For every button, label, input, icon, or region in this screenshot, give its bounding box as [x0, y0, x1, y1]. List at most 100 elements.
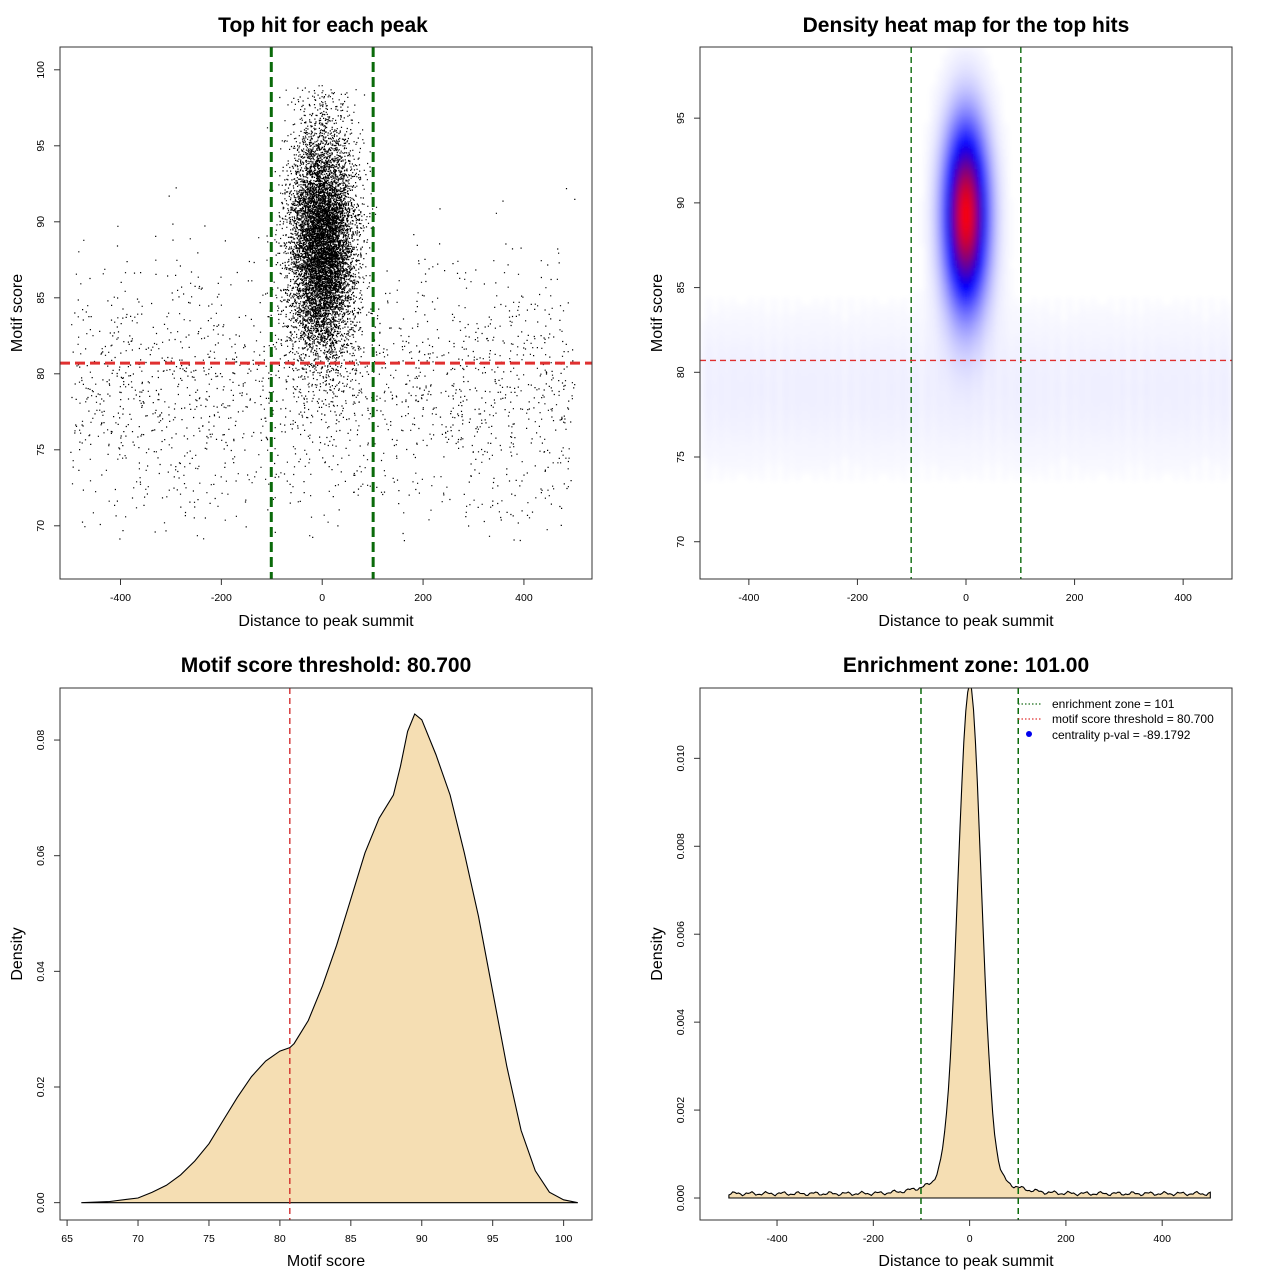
heatmap-cell [971, 404, 979, 413]
heatmap-cell [1190, 313, 1198, 322]
heatmap-cell [1202, 381, 1209, 390]
heatmap-cell [1036, 351, 1044, 360]
heatmap-cell [1001, 275, 1008, 284]
heatmap-cell [765, 335, 772, 344]
heatmap-cell [942, 282, 949, 291]
heatmap-cell [723, 373, 731, 382]
heatmap-cell [889, 434, 896, 443]
heatmap-cell [971, 427, 979, 436]
heatmap-cell [977, 320, 985, 329]
heatmap-cell [830, 396, 837, 405]
heatmap-cell [853, 427, 861, 436]
heatmap-cell [1196, 343, 1204, 352]
heatmap-cell [1107, 465, 1115, 474]
heatmap-cell [1101, 396, 1109, 405]
heatmap-cell [1178, 457, 1186, 466]
heatmap-cell [800, 457, 807, 466]
heatmap-cell [924, 282, 932, 291]
heatmap-cell [1166, 404, 1174, 413]
heatmap-cell [1125, 457, 1133, 466]
heatmap-cell [983, 62, 991, 71]
heatmap-cell [1220, 449, 1227, 458]
heatmap-cell [942, 366, 949, 375]
heatmap-cell [895, 434, 902, 443]
heatmap-cell [912, 297, 920, 306]
heatmap-cell [729, 419, 737, 428]
heatmap-cell [1025, 366, 1032, 375]
heatmap-cell [960, 457, 967, 466]
heatmap-cell [735, 343, 742, 352]
heatmap-cell [918, 427, 926, 436]
heatmap-cell [942, 358, 949, 367]
heatmap-cell [1042, 313, 1050, 322]
heatmap-cell [700, 373, 707, 382]
heatmap-cell [924, 472, 932, 481]
heatmap-cell [966, 389, 973, 398]
heatmap-cell [841, 373, 849, 382]
heatmap-cell [971, 237, 979, 246]
heatmap-cell [895, 373, 902, 382]
heatmap-cell [1090, 396, 1097, 405]
heatmap-cell [1054, 419, 1062, 428]
heatmap-cell [995, 214, 1003, 223]
heatmap-cell [989, 92, 997, 101]
heatmap-cell [717, 396, 725, 405]
heatmap-cell [711, 419, 719, 428]
heatmap-cell [800, 305, 807, 314]
heatmap-cell [1137, 320, 1144, 329]
heatmap-cell [1101, 404, 1109, 413]
heatmap-cell [942, 343, 949, 352]
heatmap-cell [800, 389, 807, 398]
heatmap-cell [1161, 465, 1168, 474]
heatmap-cell [1031, 305, 1038, 314]
heatmap-cell [983, 282, 991, 291]
heatmap-cell [877, 389, 884, 398]
heatmap-cell [1042, 366, 1050, 375]
heatmap-cell [729, 411, 737, 420]
heatmap-cell [989, 404, 997, 413]
heatmap-cell [1149, 366, 1156, 375]
heatmap-cell [1060, 434, 1068, 443]
heatmap-cell [1042, 434, 1050, 443]
heatmap-cell [977, 472, 985, 481]
heatmap-cell [918, 404, 926, 413]
heatmap-cell [895, 343, 902, 352]
heatmap-cell [741, 389, 748, 398]
heatmap-cell [1078, 313, 1085, 322]
heatmap-cell [948, 176, 955, 185]
heatmap-cell [1208, 313, 1215, 322]
heatmap-cell [942, 396, 949, 405]
heatmap-cell [1119, 457, 1127, 466]
heatmap-cell [1036, 396, 1044, 405]
heatmap-cell [966, 472, 973, 481]
heatmap-cell [942, 199, 949, 208]
heatmap-cell [960, 442, 967, 451]
heatmap-cell [841, 328, 849, 337]
heatmap-cell [977, 396, 985, 405]
heatmap-cell [1119, 335, 1127, 344]
heatmap-cell [1025, 381, 1032, 390]
heatmap-cell [1001, 229, 1008, 238]
heatmap-cell [1178, 358, 1186, 367]
heatmap-cell [895, 358, 902, 367]
heatmap-cell [966, 54, 973, 63]
heatmap-cell [971, 92, 979, 101]
heatmap-cell [841, 389, 849, 398]
heatmap-cell [1155, 328, 1162, 337]
heatmap-cell [1060, 396, 1068, 405]
heatmap-cell [971, 449, 979, 458]
heatmap-cell [966, 191, 973, 200]
heatmap-cell [942, 449, 949, 458]
heatmap-cell [960, 389, 967, 398]
heatmap-cell [1084, 373, 1091, 382]
heatmap-cell [1226, 343, 1232, 352]
heatmap-cell [1202, 404, 1209, 413]
heatmap-cell [1025, 335, 1032, 344]
heatmap-cell [830, 358, 837, 367]
x-tick-label: -400 [738, 592, 759, 604]
heatmap-cell [1072, 381, 1079, 390]
heatmap-cell [1137, 366, 1144, 375]
heatmap-cell [1172, 411, 1180, 420]
heatmap-cell [1172, 366, 1180, 375]
heatmap-cell [912, 427, 920, 436]
